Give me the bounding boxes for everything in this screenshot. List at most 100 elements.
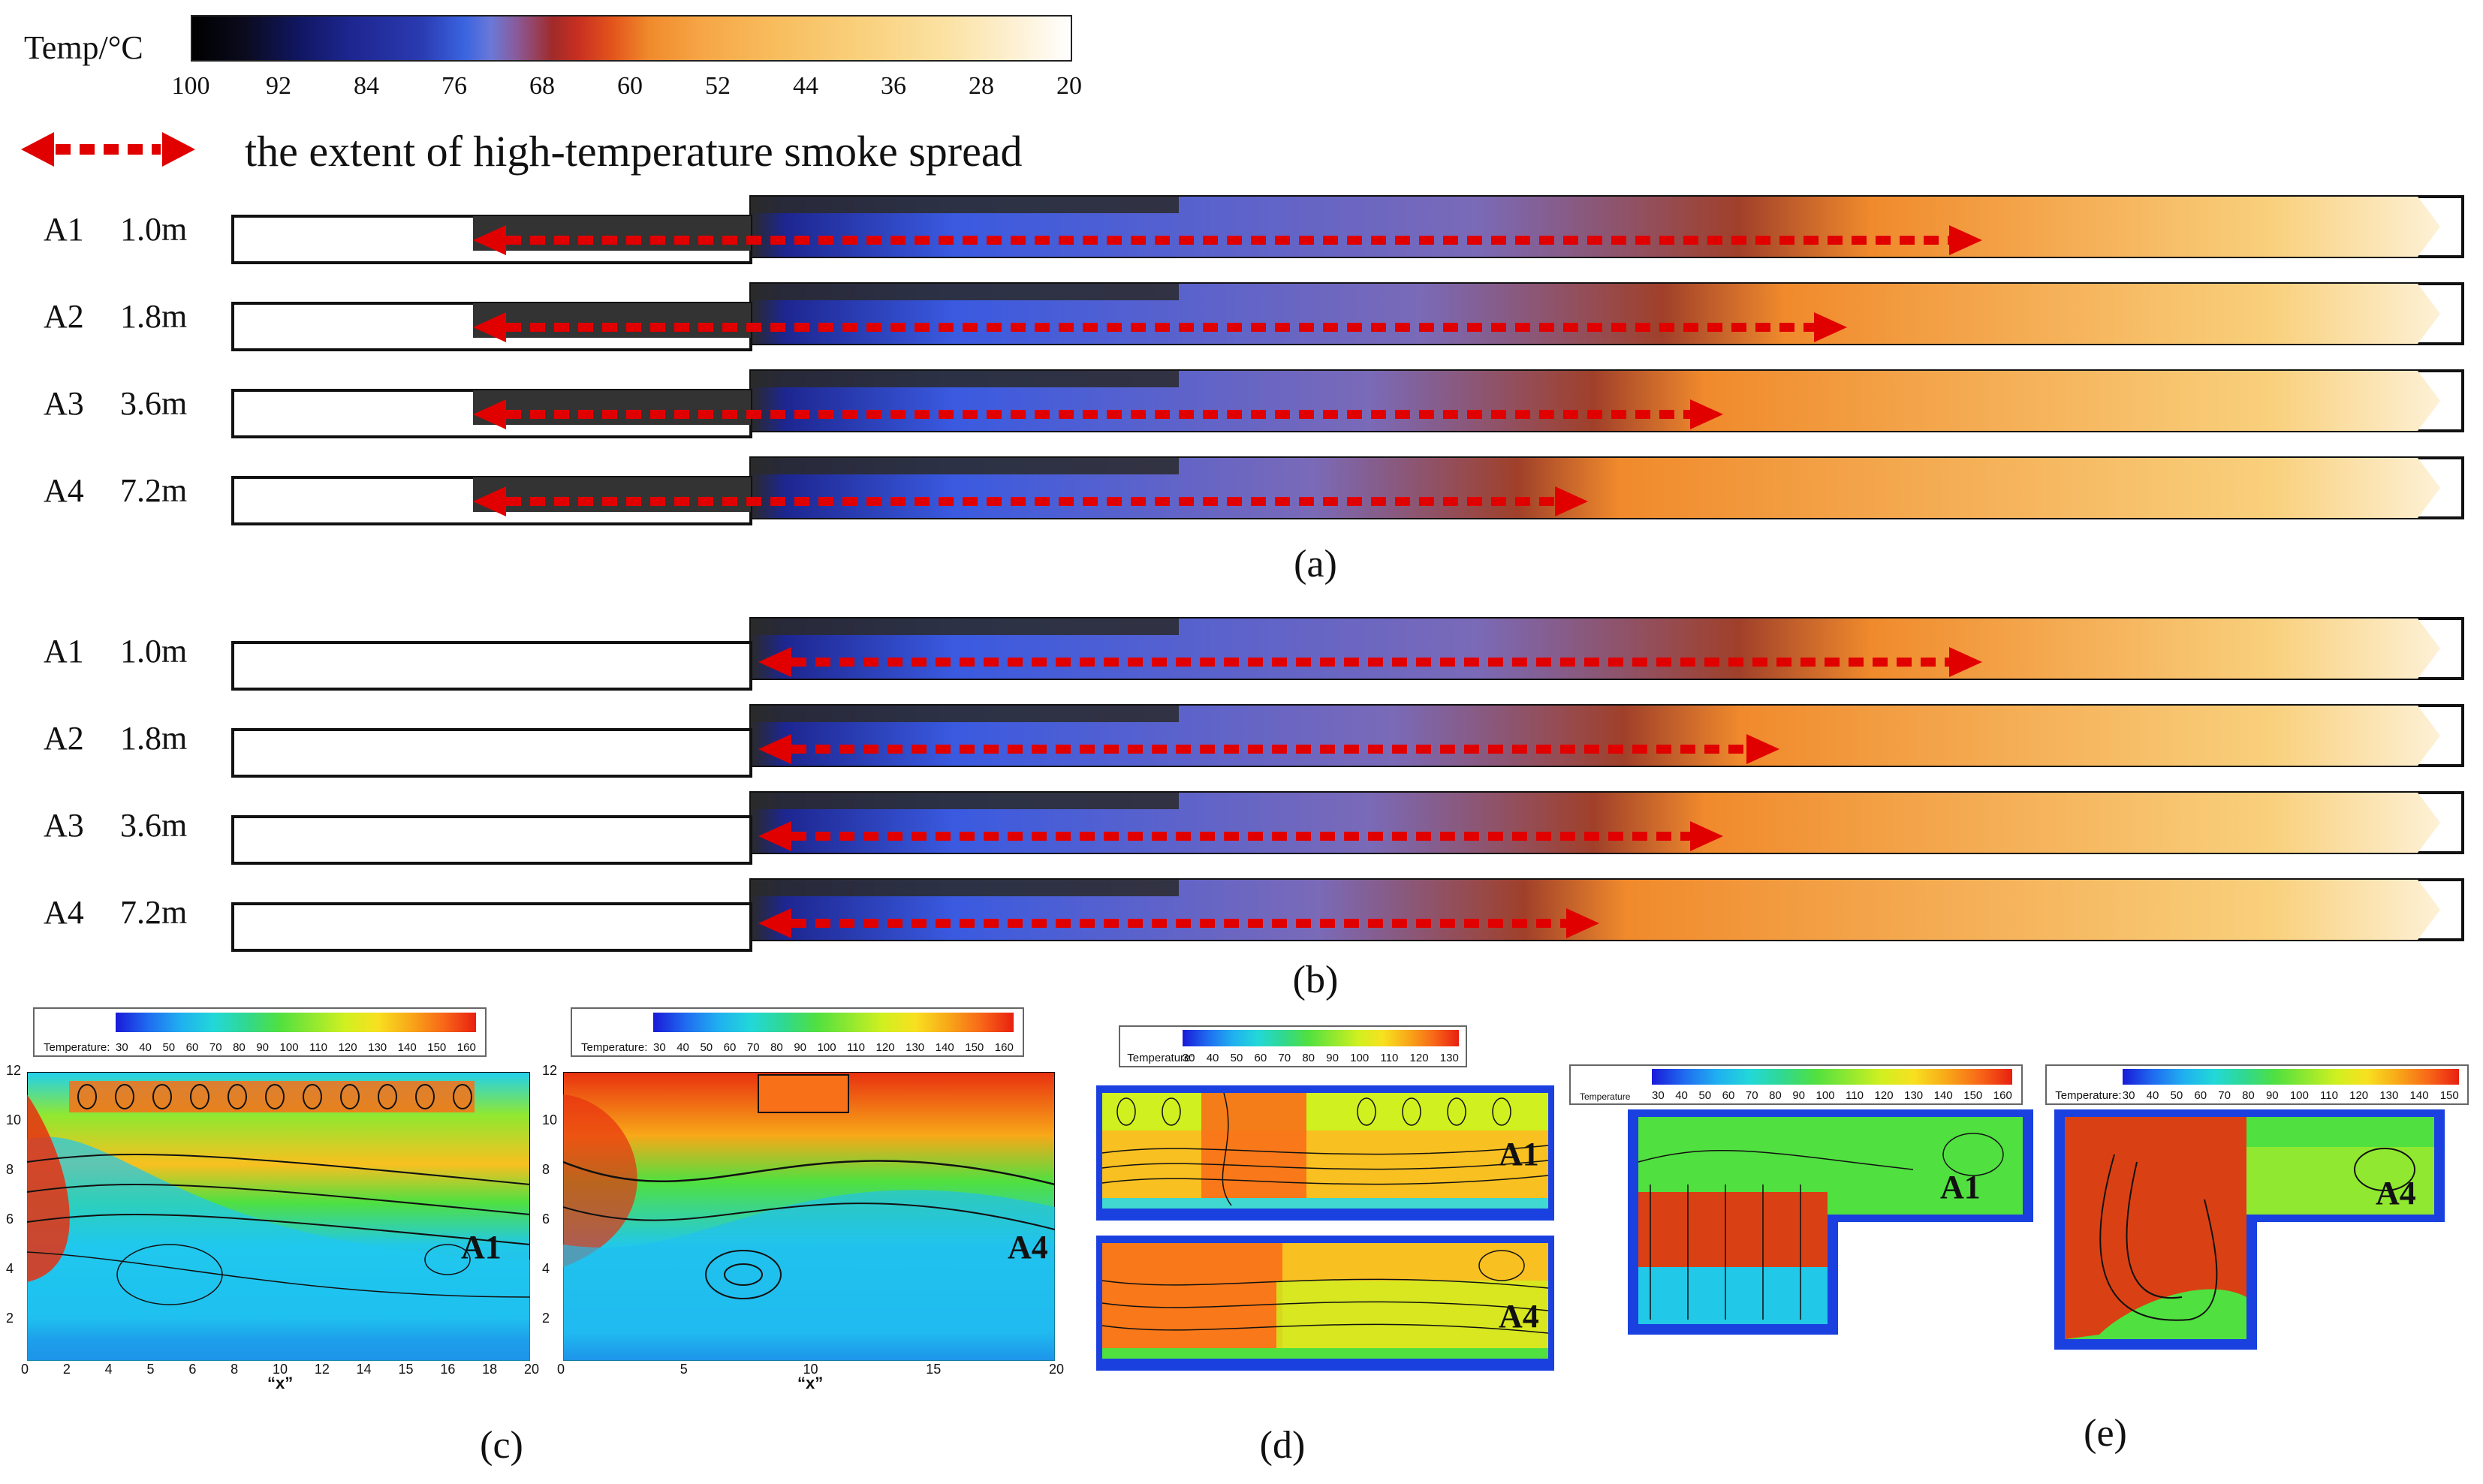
colorbar-tick: 30 xyxy=(653,1040,666,1054)
colorbar-tick: 150 xyxy=(427,1040,447,1054)
colorbar-tick: 140 xyxy=(397,1040,417,1054)
colorbar-tick: 140 xyxy=(935,1040,954,1054)
colorbar-tick: 36 xyxy=(881,72,906,100)
panel-e-right-colorbar-label: Temperature: xyxy=(2055,1089,2122,1102)
colorbar-tick: 60 xyxy=(2194,1089,2207,1102)
colorbar-tick: 120 xyxy=(1874,1089,1894,1102)
colorbar-tick: 120 xyxy=(338,1040,357,1054)
colorbar-tick: 160 xyxy=(457,1040,476,1054)
colorbar-tick: 70 xyxy=(1745,1089,1758,1102)
colorbar-tick: 90 xyxy=(256,1040,269,1054)
colorbar-tick: 150 xyxy=(1963,1089,1983,1102)
colorbar-tick: 80 xyxy=(1302,1051,1315,1064)
colorbar-tick: 60 xyxy=(185,1040,199,1054)
row-id-label: A4 xyxy=(44,472,84,509)
panel-c-right-colorbar-ticks: 30 40 50 60 70 80 90 100 110 120 130 140 150 160 xyxy=(653,1041,1014,1054)
panel-c-left-colorbar: Temperature: 30 40 50 60 70 80 90 100 110 120 130 1… xyxy=(33,1007,487,1057)
colorbar-tick: 52 xyxy=(705,72,731,100)
colorbar-tick: 44 xyxy=(793,72,818,100)
colorbar-tick: 130 xyxy=(2379,1089,2399,1102)
colorbar-tick: 100 xyxy=(2289,1089,2309,1102)
x-tick: 5 xyxy=(680,1362,688,1377)
colorbar-tick: 160 xyxy=(994,1040,1014,1054)
colorbar-tick: 110 xyxy=(1380,1051,1399,1064)
legend-double-arrow-icon xyxy=(21,132,195,167)
colorbar-tick: 100 xyxy=(171,72,210,100)
tunnel-strip xyxy=(231,617,2464,691)
x-tick: 16 xyxy=(440,1362,456,1377)
colorbar-tick: 140 xyxy=(2409,1089,2429,1102)
x-tick: 10 xyxy=(273,1362,288,1377)
row-height-label: 1.8m xyxy=(120,720,188,757)
caption-d: (d) xyxy=(1259,1424,1306,1467)
panel-e-a1-plot xyxy=(1628,1109,2033,1335)
colorbar-tick: 40 xyxy=(2146,1089,2159,1102)
colorbar-tick: 40 xyxy=(1675,1089,1688,1102)
row-height-label: 1.0m xyxy=(120,633,188,670)
y-tick: 4 xyxy=(6,1261,14,1276)
y-tick: 12 xyxy=(542,1063,558,1078)
colorbar-tick: 30 xyxy=(2122,1089,2135,1102)
row-height-label: 1.0m xyxy=(120,211,188,248)
x-tick: 10 xyxy=(803,1362,818,1377)
row-id-label: A1 xyxy=(44,211,84,248)
panel-e-left-colorbar-label: Temperature xyxy=(1580,1091,1631,1102)
panel-c-left-contour-plot xyxy=(27,1072,530,1361)
colorbar-tick: 100 xyxy=(1816,1089,1835,1102)
colorbar-tick: 110 xyxy=(847,1040,866,1054)
colorbar-tick: 84 xyxy=(354,72,379,100)
colorbar-tick: 120 xyxy=(1409,1051,1429,1064)
colorbar-tick: 50 xyxy=(1698,1089,1712,1102)
colorbar-tick: 76 xyxy=(441,72,467,100)
x-tick: 4 xyxy=(104,1362,113,1377)
colorbar-tick: 50 xyxy=(1230,1051,1243,1064)
colorbar-tick: 28 xyxy=(969,72,994,100)
row-id-label: A3 xyxy=(44,807,84,844)
tunnel-strip xyxy=(231,369,2464,438)
panel-c-right-tag: A4 xyxy=(1008,1229,1048,1266)
row-height-label: 3.6m xyxy=(120,807,188,844)
tunnel-strip xyxy=(231,791,2464,865)
panel-d-colorbar: Temperature: 30 40 50 60 70 80 90 100 110 120 130 xyxy=(1119,1025,1467,1067)
x-tick: 14 xyxy=(356,1362,372,1377)
panel-e-right-colorbar-ticks: 30 40 50 60 70 80 90 100 110 120 130 140 150 xyxy=(2123,1089,2459,1102)
panel-e-a4-tag: A4 xyxy=(2376,1175,2416,1212)
colorbar-tick: 70 xyxy=(1278,1051,1291,1064)
x-tick: 6 xyxy=(188,1362,197,1377)
colorbar-tick: 50 xyxy=(700,1040,713,1054)
y-tick: 8 xyxy=(6,1162,14,1177)
panel-c-colorbar-label: Temperature: xyxy=(44,1040,110,1054)
x-tick: 0 xyxy=(21,1362,29,1377)
panel-d-colorbar-ticks: 30 40 50 60 70 80 90 100 110 120 130 xyxy=(1183,1052,1459,1064)
colorbar-tick: 68 xyxy=(529,72,555,100)
panel-c-left-x-label: “x” xyxy=(267,1374,294,1392)
colorbar-tick: 120 xyxy=(2349,1089,2369,1102)
colorbar-tick: 110 xyxy=(2320,1089,2338,1102)
legend-text: the extent of high-temperature smoke spr… xyxy=(245,127,1023,176)
x-tick: 0 xyxy=(557,1362,565,1377)
caption-e: (e) xyxy=(2084,1412,2127,1455)
y-tick: 2 xyxy=(542,1311,550,1326)
colorbar-tick: 50 xyxy=(162,1040,176,1054)
x-tick: 5 xyxy=(146,1362,155,1377)
row-height-label: 7.2m xyxy=(120,472,188,509)
colorbar-tick: 90 xyxy=(794,1040,806,1054)
panel-c-right-x-label: “x” xyxy=(797,1374,824,1392)
panel-d-a4-plot xyxy=(1096,1236,1554,1371)
colorbar-tick: 100 xyxy=(279,1040,299,1054)
colorbar-tick: 40 xyxy=(1206,1051,1219,1064)
row-id-label: A2 xyxy=(44,298,84,335)
x-tick: 2 xyxy=(62,1362,71,1377)
colorbar-tick: 60 xyxy=(1722,1089,1735,1102)
row-id-label: A4 xyxy=(44,894,84,931)
colorbar-tick: 80 xyxy=(1769,1089,1782,1102)
y-tick: 2 xyxy=(6,1311,14,1326)
x-tick: 20 xyxy=(1049,1362,1065,1377)
colorbar-tick: 70 xyxy=(2218,1089,2231,1102)
x-tick: 15 xyxy=(926,1362,942,1377)
colorbar-tick: 110 xyxy=(309,1040,328,1054)
row-height-label: 1.8m xyxy=(120,298,188,335)
colorbar-tick: 40 xyxy=(676,1040,689,1054)
colorbar-tick: 92 xyxy=(266,72,291,100)
panel-d-a1-plot xyxy=(1096,1085,1554,1221)
